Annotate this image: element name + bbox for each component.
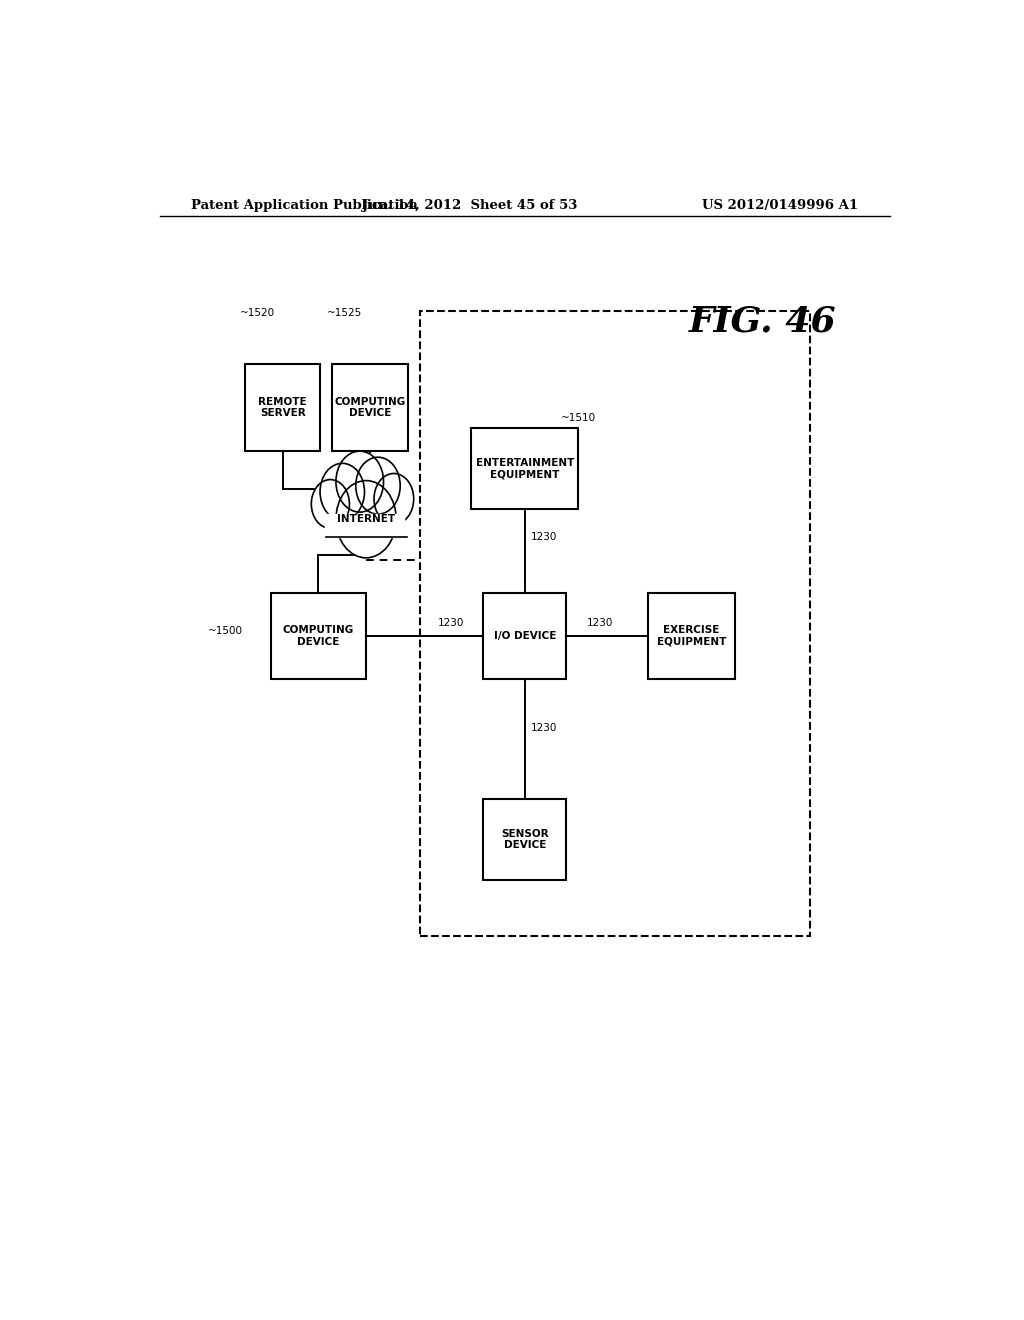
Text: Jun. 14, 2012  Sheet 45 of 53: Jun. 14, 2012 Sheet 45 of 53 — [361, 198, 577, 211]
Text: 1230: 1230 — [531, 532, 557, 541]
Text: 1230: 1230 — [587, 618, 613, 628]
Text: SENSOR
DEVICE: SENSOR DEVICE — [501, 829, 549, 850]
Bar — [420, 312, 811, 936]
Bar — [333, 364, 408, 450]
Text: FIG. 46: FIG. 46 — [689, 304, 837, 338]
Bar — [245, 364, 321, 450]
Text: REMOTE
SERVER: REMOTE SERVER — [258, 396, 307, 418]
Circle shape — [374, 474, 414, 524]
Bar — [471, 428, 579, 510]
Circle shape — [311, 479, 349, 528]
Text: INTERNET: INTERNET — [337, 515, 395, 524]
Text: COMPUTING
DEVICE: COMPUTING DEVICE — [335, 396, 406, 418]
Text: ~1510: ~1510 — [560, 413, 596, 422]
Text: Patent Application Publication: Patent Application Publication — [191, 198, 418, 211]
Bar — [483, 799, 566, 880]
Text: ~1505: ~1505 — [652, 601, 687, 611]
Text: I/O DEVICE: I/O DEVICE — [494, 631, 556, 642]
Text: ENTERTAINMENT
EQUIPMENT: ENTERTAINMENT EQUIPMENT — [475, 458, 574, 479]
Text: ~1500: ~1500 — [208, 626, 243, 636]
Text: US 2012/0149996 A1: US 2012/0149996 A1 — [702, 198, 858, 211]
Bar — [648, 593, 735, 680]
Text: ~1515: ~1515 — [325, 601, 360, 611]
Bar — [325, 513, 404, 536]
Bar — [270, 593, 366, 680]
Circle shape — [336, 480, 396, 558]
Text: 1230: 1230 — [437, 618, 464, 628]
Bar — [483, 593, 566, 680]
Text: EXERCISE
EQUIPMENT: EXERCISE EQUIPMENT — [656, 626, 726, 647]
Text: ~1201: ~1201 — [532, 807, 568, 816]
Circle shape — [321, 463, 365, 520]
Text: 1230: 1230 — [531, 722, 557, 733]
Circle shape — [336, 451, 384, 512]
Text: COMPUTING
DEVICE: COMPUTING DEVICE — [283, 626, 354, 647]
Text: ~1525: ~1525 — [327, 308, 362, 318]
Text: ~1520: ~1520 — [240, 308, 274, 318]
Text: ~1200: ~1200 — [532, 601, 567, 611]
Circle shape — [355, 457, 400, 515]
